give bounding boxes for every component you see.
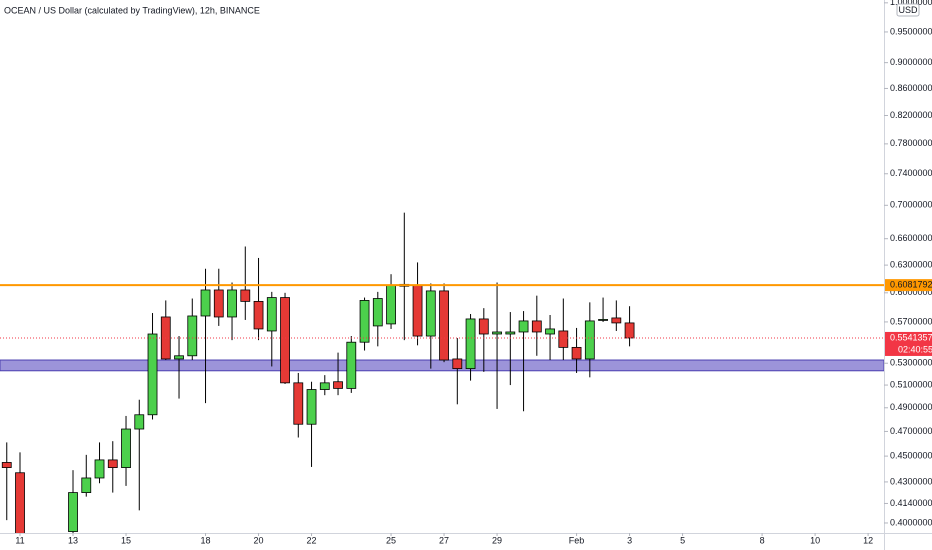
x-tick-label: 10 bbox=[810, 535, 820, 545]
x-tick-label: 29 bbox=[492, 535, 502, 545]
candle-body bbox=[439, 290, 449, 361]
x-tick-label: 8 bbox=[760, 535, 765, 545]
candle-body bbox=[213, 289, 224, 318]
candle-body bbox=[545, 328, 555, 335]
candle-body bbox=[452, 358, 463, 370]
x-tick-label: 5 bbox=[680, 535, 685, 545]
resistance-label: 0.60817923 bbox=[890, 279, 932, 289]
candle-body bbox=[1, 462, 12, 468]
x-tick-label: 3 bbox=[627, 535, 632, 545]
candle-body bbox=[346, 341, 357, 389]
candle-body bbox=[147, 333, 158, 416]
price-tag bbox=[885, 331, 932, 356]
candle-body bbox=[253, 300, 264, 330]
candle-body bbox=[200, 289, 211, 317]
candle-body bbox=[319, 382, 330, 390]
candle-body bbox=[333, 381, 343, 389]
candle-body bbox=[478, 318, 489, 335]
candle-body bbox=[280, 297, 290, 384]
candle-body bbox=[68, 492, 78, 532]
resistance-tag bbox=[885, 279, 932, 292]
x-tick-label: Feb bbox=[569, 535, 585, 545]
candle-body bbox=[531, 320, 542, 333]
candle-body bbox=[306, 389, 317, 425]
x-tick-label: 12 bbox=[863, 535, 873, 545]
candle-body bbox=[518, 320, 529, 333]
candle-body bbox=[240, 289, 251, 302]
candle-body bbox=[107, 459, 118, 468]
candle-body bbox=[492, 331, 502, 335]
x-tick-label: 13 bbox=[68, 535, 78, 545]
candle-body bbox=[624, 322, 635, 339]
x-tick-label: 22 bbox=[307, 535, 317, 545]
currency-box bbox=[896, 3, 920, 17]
candle-body bbox=[293, 382, 304, 425]
countdown: 02:40:55 bbox=[898, 344, 932, 354]
candle-body bbox=[465, 318, 476, 370]
candle-body bbox=[15, 472, 25, 533]
candle-body bbox=[584, 320, 595, 360]
x-tick-label: 27 bbox=[439, 535, 449, 545]
chart-title: OCEAN / US Dollar (calculated by Trading… bbox=[4, 5, 260, 15]
x-tick-label: 15 bbox=[121, 535, 131, 545]
candle-body bbox=[174, 355, 184, 360]
candle-body bbox=[121, 428, 131, 468]
candle-body bbox=[386, 284, 396, 325]
y-tick-label: 0.40000000 bbox=[890, 517, 932, 527]
currency-label: USD bbox=[898, 5, 918, 15]
candle-body bbox=[134, 414, 145, 430]
current-price-label: 0.55413571 bbox=[890, 332, 932, 342]
x-tick-label: 25 bbox=[386, 535, 396, 545]
candle-body bbox=[359, 300, 370, 343]
candle-body bbox=[266, 297, 277, 332]
candle-body bbox=[505, 331, 516, 335]
candle-body bbox=[598, 319, 608, 321]
candle-body bbox=[412, 284, 423, 337]
candle-body bbox=[187, 315, 198, 357]
candle-body bbox=[372, 298, 383, 327]
x-tick-label: 11 bbox=[15, 535, 24, 545]
x-tick-label: 20 bbox=[254, 535, 264, 545]
plot-area bbox=[0, 212, 884, 533]
candle-body bbox=[81, 477, 92, 493]
candle-body bbox=[94, 459, 105, 479]
support-zone bbox=[0, 359, 884, 372]
candle-body bbox=[227, 289, 237, 318]
candle-body bbox=[425, 290, 436, 337]
candle-body bbox=[611, 317, 622, 324]
x-tick-label: 18 bbox=[201, 535, 211, 545]
candle-body bbox=[558, 330, 569, 348]
candle-body bbox=[571, 346, 582, 360]
